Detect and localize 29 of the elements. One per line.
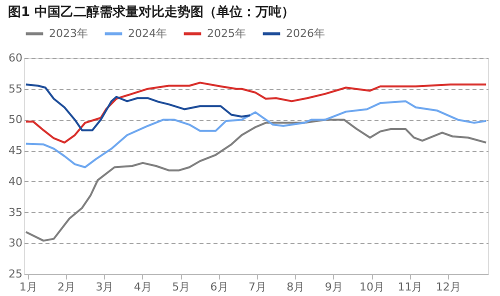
- x-tick-label: 8月: [286, 280, 305, 294]
- line-series: [24, 118, 488, 242]
- x-tick-label: 10月: [360, 280, 385, 294]
- legend-label: 2026年: [286, 26, 325, 40]
- x-tick-label: 1月: [19, 280, 38, 294]
- y-tick-label: 60: [8, 52, 22, 64]
- legend-label: 2025年: [207, 26, 246, 40]
- chart-title: 图1 中国乙二醇需求量对比走势图（单位：万吨）: [8, 4, 295, 20]
- x-tick-label: 5月: [172, 280, 190, 294]
- legend-label: 2023年: [49, 26, 88, 40]
- y-tick-label: 40: [8, 174, 22, 188]
- y-tick-label: 30: [8, 236, 22, 250]
- x-tick-label: 4月: [134, 280, 152, 294]
- x-tick-label: 2月: [58, 280, 76, 294]
- line-series: [24, 84, 252, 132]
- y-tick-label: 50: [8, 113, 22, 126]
- y-tick-label: 55: [8, 82, 22, 96]
- x-tick-label: 11月: [398, 280, 423, 294]
- x-tick-label: 7月: [248, 280, 266, 294]
- y-tick-label: 45: [8, 144, 22, 158]
- x-tick-label: 3月: [96, 280, 114, 294]
- x-tick-label: 6月: [210, 280, 228, 294]
- x-tick-label: 12月: [436, 280, 461, 294]
- line-series: [24, 100, 488, 168]
- y-tick-label: 25: [8, 268, 22, 280]
- y-tick-label: 35: [8, 206, 22, 219]
- x-tick-label: 9月: [324, 280, 343, 294]
- line-series: [24, 82, 488, 144]
- legend-label: 2024年: [128, 26, 167, 40]
